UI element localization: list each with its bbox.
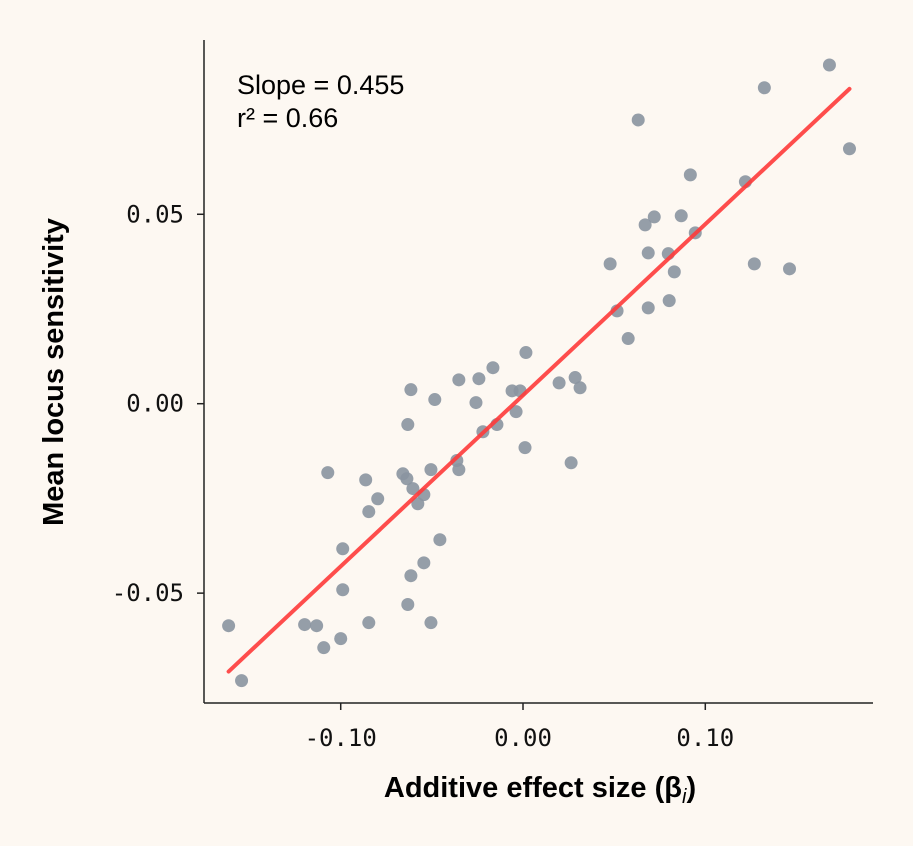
data-point (667, 265, 681, 279)
x-tick-label: 0.10 (676, 724, 734, 752)
y-tick-label: -0.05 (112, 579, 184, 607)
data-point (552, 376, 566, 390)
data-point (433, 533, 447, 547)
data-point (452, 373, 466, 387)
data-point (317, 641, 331, 655)
y-tick-label: 0.00 (126, 390, 184, 418)
data-point (336, 542, 350, 556)
regression-line (226, 86, 852, 674)
data-point (359, 473, 373, 487)
data-point (334, 632, 348, 646)
data-point (747, 257, 761, 271)
data-point (518, 441, 532, 455)
y-tick-label: 0.05 (126, 200, 184, 228)
points-layer (222, 58, 856, 688)
data-point (310, 619, 324, 633)
x-label-close: ) (686, 772, 696, 804)
y-ticks: -0.05 0.00 0.05 (112, 200, 204, 607)
data-point (362, 616, 376, 630)
data-point (757, 81, 771, 95)
data-point (564, 456, 578, 470)
data-point (647, 210, 661, 224)
data-point (486, 361, 500, 375)
y-axis-label: Mean locus sensitivity (38, 218, 70, 526)
data-point (783, 262, 797, 276)
data-point (321, 466, 335, 480)
data-point (222, 619, 236, 633)
data-point (406, 482, 420, 496)
data-point (401, 418, 415, 432)
x-label-sub: i (682, 786, 687, 808)
data-point (683, 168, 697, 182)
data-point (568, 371, 582, 385)
data-point (452, 463, 466, 477)
x-label-main: Additive effect size (β (384, 772, 682, 804)
x-ticks: -0.10 0.00 0.10 (305, 703, 734, 752)
data-point (428, 393, 442, 407)
data-point (404, 383, 418, 397)
data-point (400, 472, 414, 486)
data-point (641, 246, 655, 260)
data-point (417, 556, 431, 570)
slope-annotation: Slope = 0.455 (237, 70, 404, 100)
data-point (638, 218, 652, 232)
data-point (603, 257, 617, 271)
data-point (573, 381, 587, 395)
data-point (336, 583, 350, 597)
data-point (631, 113, 645, 127)
x-axis-label: Additive effect size (βi) (384, 772, 696, 808)
data-point (404, 569, 418, 583)
data-point (519, 346, 533, 360)
data-point (621, 332, 635, 346)
data-point (362, 505, 376, 519)
data-point (472, 372, 486, 386)
data-point (842, 142, 856, 156)
data-point (822, 58, 836, 72)
data-point (662, 294, 676, 308)
data-point (424, 463, 438, 477)
r2-annotation: r² = 0.66 (237, 103, 338, 133)
data-point (674, 209, 688, 223)
data-point (298, 618, 312, 632)
data-point (401, 597, 415, 611)
data-point (371, 492, 385, 506)
data-point (509, 405, 523, 419)
data-point (424, 616, 438, 630)
data-point (235, 674, 249, 688)
x-tick-label: -0.10 (305, 724, 377, 752)
x-tick-label: 0.00 (494, 724, 552, 752)
data-point (469, 396, 483, 410)
data-point (641, 301, 655, 315)
